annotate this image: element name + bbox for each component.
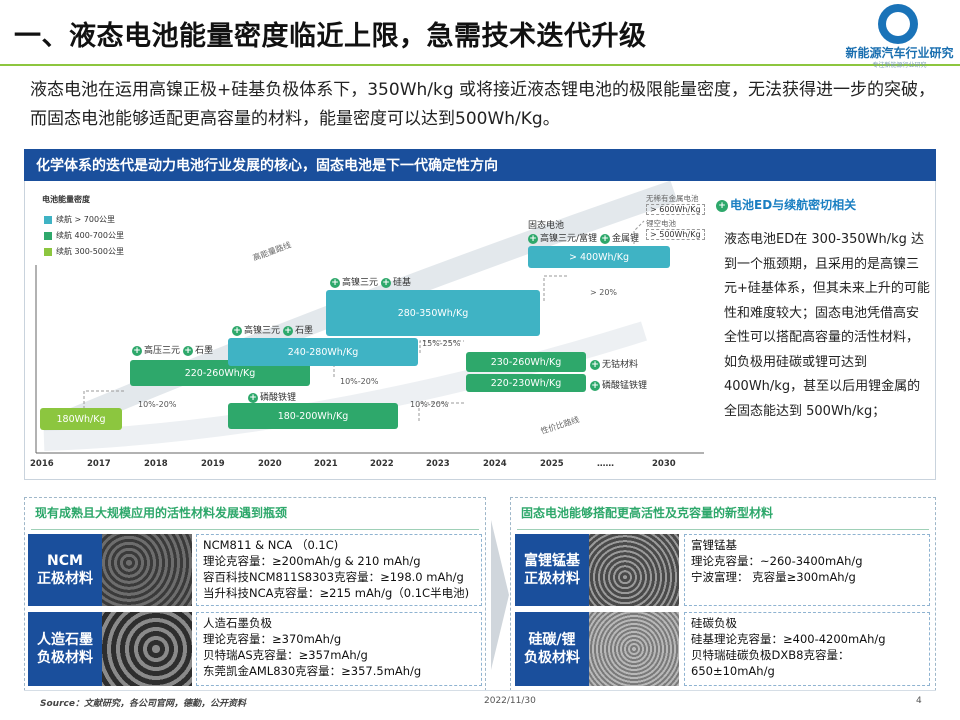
si-c-spec-box: 硅碳负极 硅基理论克容量：≥400-4200mAh/g 贝特瑞硅碳负极DXB8克容量… bbox=[684, 612, 930, 686]
bar-180: 180Wh/Kg bbox=[40, 408, 122, 430]
tag-li-air-val: > 500Wh/Kg bbox=[646, 229, 705, 240]
bar-240-280: 240-280Wh/Kg bbox=[228, 338, 418, 366]
si-c-micrograph-image bbox=[589, 612, 679, 686]
panel-heading: 现有成熟且大规模应用的活性材料发展遇到瓶颈 bbox=[35, 506, 288, 520]
year-tick: 2016 bbox=[30, 459, 54, 469]
legend-swatch bbox=[44, 247, 52, 256]
tag-solid: + 高镍三元/富锂 + 金属锂 bbox=[528, 233, 640, 244]
year-tick: 2021 bbox=[314, 459, 338, 469]
legend-swatch bbox=[44, 231, 52, 240]
legend-item: 续航 300-500公里 bbox=[44, 244, 124, 260]
year-tick: 2022 bbox=[370, 459, 394, 469]
tag-li-air: 锂空电池 bbox=[646, 219, 676, 228]
page-number: 4 bbox=[916, 696, 922, 706]
plus-icon: + bbox=[381, 277, 392, 288]
tag-gaoya: + 高压三元 + 石墨 bbox=[132, 345, 214, 356]
footer-date: 2022/11/30 bbox=[484, 696, 536, 706]
li-rich-micrograph-image bbox=[589, 534, 679, 606]
pct-label: 10%-20% bbox=[138, 400, 177, 409]
li-rich-spec-box: 富锂锰基 理论克容量：~260-3400mAh/g 宁波富理： 克容量≥300mAh… bbox=[684, 534, 930, 606]
panel-rule bbox=[31, 529, 479, 530]
material-label-li-rich: 富锂锰基 正极材料 bbox=[515, 534, 589, 606]
panel-rule bbox=[517, 529, 929, 530]
plus-icon: + bbox=[183, 345, 194, 356]
page-title: 一、液态电池能量密度临近上限，急需技术迭代升级 bbox=[14, 21, 647, 52]
plus-icon: + bbox=[528, 233, 538, 244]
logo-tagline: 专注新能源行业研究 bbox=[872, 62, 927, 69]
footer-source: Source：文献研究，各公司官网，德勤，公开资料 bbox=[40, 699, 246, 709]
tag-wugu: + 无钴材料 bbox=[590, 359, 639, 370]
pct-label: > 20% bbox=[590, 288, 618, 297]
chart-ylabel: 电池能量密度 bbox=[42, 195, 90, 204]
tag-linsuan: + 磷酸铁锂 bbox=[248, 392, 297, 403]
plus-icon: + bbox=[590, 359, 600, 370]
right-heading: + 电池ED与续航密切相关 bbox=[716, 196, 856, 213]
graphite-micrograph-image bbox=[102, 612, 192, 686]
bar-180-200: 180-200Wh/Kg bbox=[228, 403, 398, 429]
footer-divider bbox=[24, 690, 936, 691]
tag-gaonie2: + 高镍三元 + 硅基 bbox=[330, 277, 412, 288]
plus-icon: + bbox=[248, 392, 258, 403]
plus-icon: + bbox=[283, 325, 294, 336]
tag-solid-title: 固态电池 bbox=[528, 221, 565, 231]
title-divider bbox=[0, 64, 960, 66]
tag-gaonie: + 高镍三元 + 石墨 bbox=[232, 325, 314, 336]
bar-230-260: 230-260Wh/Kg bbox=[466, 352, 586, 372]
plus-icon: + bbox=[600, 233, 611, 244]
intro-paragraph: 液态电池在运用高镍正极+硅基负极体系下，350Wh/kg 或将接近液态锂电池的极… bbox=[30, 80, 936, 129]
arrow-connector bbox=[543, 275, 569, 301]
pct-label: 15%-25% bbox=[422, 339, 461, 348]
year-tick: 2030 bbox=[652, 459, 676, 469]
chart-legend: 续航 > 700公里 续航 400-700公里 续航 300-500公里 bbox=[44, 212, 124, 260]
bar-400: > 400Wh/Kg bbox=[528, 246, 670, 268]
tag-linmeng: + 磷酸锰铁锂 bbox=[590, 380, 648, 391]
arrow-connector bbox=[83, 390, 124, 409]
logo-s-icon bbox=[878, 4, 918, 44]
year-tick: …… bbox=[597, 459, 614, 469]
legend-item: 续航 400-700公里 bbox=[44, 228, 124, 244]
logo-name: 新能源汽车行业研究 bbox=[845, 46, 954, 60]
graphite-spec-box: 人造石墨负极 理论克容量：≥370mAh/g 贝特瑞AS克容量：≥357mAh/g 东… bbox=[196, 612, 482, 686]
year-tick: 2019 bbox=[201, 459, 225, 469]
year-tick: 2017 bbox=[87, 459, 111, 469]
ncm-spec-box: NCM811 & NCA （0.1C) 理论克容量：≥200mAh/g & 210… bbox=[196, 534, 482, 606]
material-label-si-c: 硅碳/锂 负极材料 bbox=[515, 612, 589, 686]
year-tick: 2025 bbox=[540, 459, 564, 469]
pct-label: 10%-20% bbox=[410, 400, 449, 409]
bar-220-230: 220-230Wh/Kg bbox=[466, 374, 586, 392]
material-label-ncm: NCM 正极材料 bbox=[28, 534, 102, 606]
legend-item: 续航 > 700公里 bbox=[44, 212, 124, 228]
arrow-connector bbox=[418, 402, 464, 421]
tag-anode-free: 无稀有金属电池 bbox=[646, 194, 699, 203]
plus-icon: + bbox=[716, 199, 728, 212]
material-label-graphite: 人造石墨 负极材料 bbox=[28, 612, 102, 686]
section-banner: 化学体系的迭代是动力电池行业发展的核心，固态电池是下一代确定性方向 bbox=[24, 149, 936, 181]
pct-label: 10%-20% bbox=[340, 377, 379, 386]
chevron-right-icon bbox=[491, 520, 509, 670]
tag-anode-free-val: > 600Wh/Kg bbox=[646, 204, 705, 215]
bar-280-350: 280-350Wh/Kg bbox=[326, 290, 540, 336]
plus-icon: + bbox=[132, 345, 142, 356]
year-tick: 2018 bbox=[144, 459, 168, 469]
plus-icon: + bbox=[590, 380, 600, 391]
plus-icon: + bbox=[330, 277, 340, 288]
year-tick: 2024 bbox=[483, 459, 507, 469]
plus-icon: + bbox=[232, 325, 242, 336]
arrow-connector bbox=[419, 340, 464, 353]
brand-logo: 新能源汽车行业研究 专注新能源行业研究 bbox=[842, 4, 957, 69]
year-tick: 2023 bbox=[426, 459, 450, 469]
ncm-micrograph-image bbox=[102, 534, 192, 606]
right-paragraph: 液态电池ED在 300-350Wh/kg 达到一个瓶颈期，且采用的是高镍三元+硅… bbox=[724, 232, 930, 419]
legend-swatch bbox=[44, 215, 52, 224]
arrow-connector bbox=[633, 220, 645, 249]
year-tick: 2020 bbox=[258, 459, 282, 469]
panel-heading: 固态电池能够搭配更高活性及克容量的新型材料 bbox=[521, 506, 774, 520]
